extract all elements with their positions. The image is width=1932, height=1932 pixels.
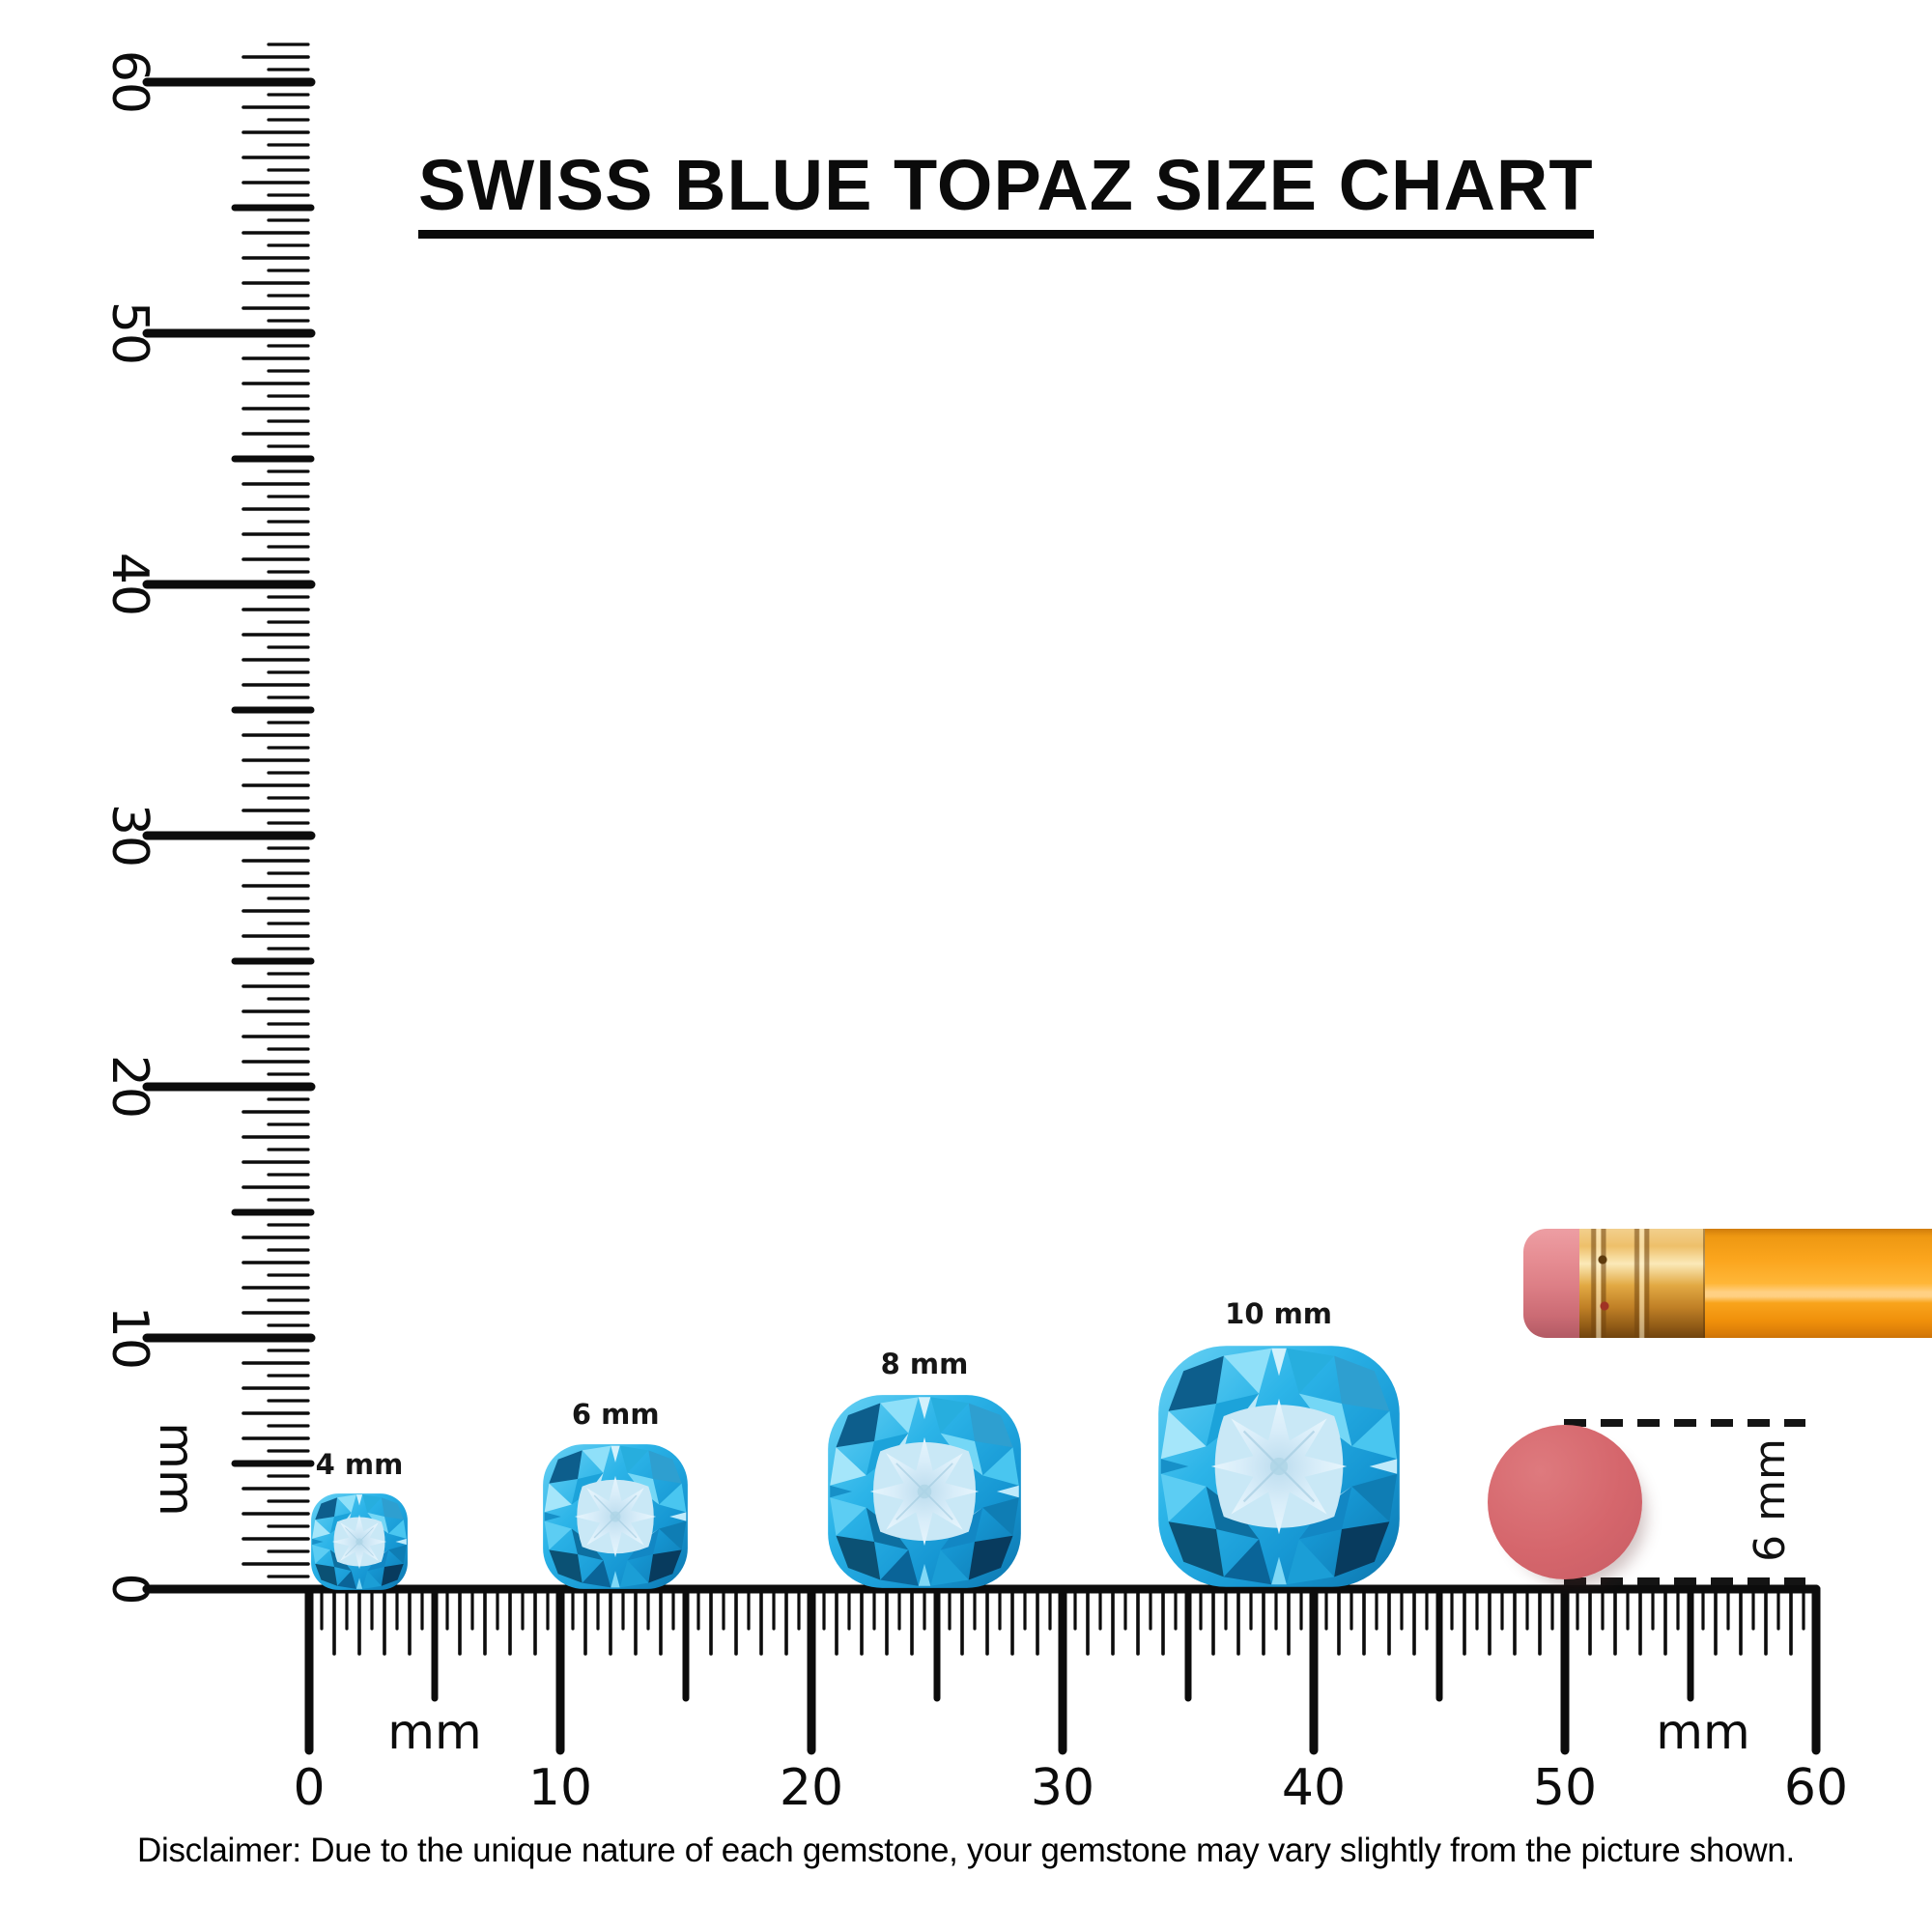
vertical-ruler-label-10: 10: [100, 1306, 158, 1370]
horizontal-ruler-label-50: 50: [1533, 1759, 1597, 1817]
vertical-ruler-label-30: 30: [100, 804, 158, 867]
vertical-ruler-label-40: 40: [100, 553, 158, 616]
gem-4mm: [309, 1492, 410, 1592]
vertical-ruler-label-20: 20: [100, 1055, 158, 1119]
vertical-ruler-label-60: 60: [100, 50, 158, 114]
horizontal-ruler-label-20: 20: [780, 1759, 843, 1817]
pencil-eraser-circle: [1488, 1425, 1642, 1579]
vertical-ruler-label-50: 50: [100, 301, 158, 365]
page-title: SWISS BLUE TOPAZ SIZE CHART: [418, 149, 1594, 239]
pencil-body: [1705, 1229, 1932, 1338]
gem-size-label: 6 mm: [571, 1398, 660, 1431]
horizontal-ruler-label-0: 0: [293, 1759, 325, 1817]
gem-8mm: [824, 1391, 1025, 1592]
vertical-ruler-unit: mm: [149, 1422, 205, 1516]
pencil: [1523, 1229, 1932, 1338]
horizontal-ruler-label-30: 30: [1031, 1759, 1094, 1817]
pencil-ferrule: [1579, 1229, 1705, 1338]
dimension-dash-top: [1564, 1419, 1805, 1427]
gem-6mm: [540, 1441, 691, 1592]
gem-10mm: [1153, 1341, 1405, 1592]
horizontal-ruler-unit-1: mm: [1656, 1704, 1749, 1760]
horizontal-ruler-label-60: 60: [1784, 1759, 1848, 1817]
eraser-dimension-label: 6 mm: [1746, 1438, 1795, 1562]
horizontal-ruler-unit-0: mm: [387, 1704, 481, 1760]
gem-size-label: 10 mm: [1225, 1297, 1333, 1330]
pencil-eraser-tip: [1523, 1229, 1579, 1338]
dimension-dash-bottom: [1564, 1577, 1805, 1585]
horizontal-ruler-label-40: 40: [1282, 1759, 1346, 1817]
gem-size-label: 4 mm: [315, 1448, 404, 1481]
gem-size-label: 8 mm: [880, 1348, 969, 1380]
disclaimer-text: Disclaimer: Due to the unique nature of …: [137, 1832, 1795, 1869]
horizontal-ruler-label-10: 10: [528, 1759, 592, 1817]
